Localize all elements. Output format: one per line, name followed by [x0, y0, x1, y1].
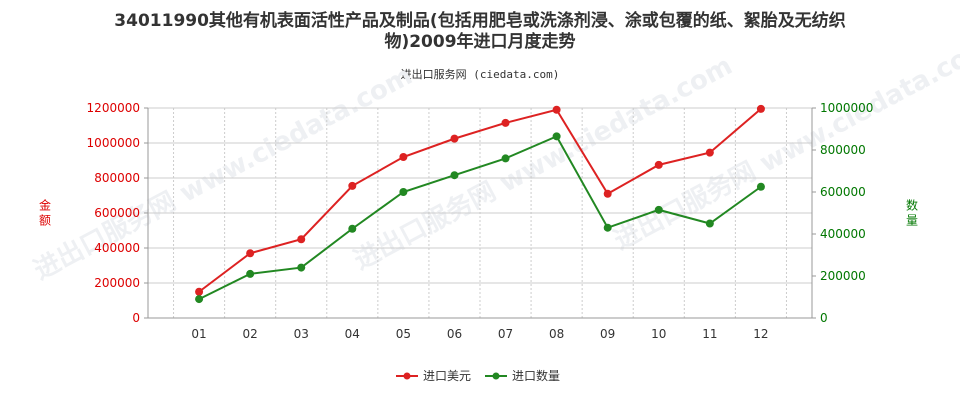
x-axis-tick-label: 05: [396, 327, 411, 341]
series-point-2: [603, 223, 612, 232]
series-point-1: [603, 189, 612, 198]
series-point-1: [552, 105, 561, 114]
right-axis-tick-label: 1000000: [820, 101, 873, 115]
right-axis-tick-label: 600000: [820, 185, 866, 199]
series-point-2: [654, 205, 663, 214]
x-axis-tick-label: 01: [191, 327, 206, 341]
x-axis-tick-label: 11: [702, 327, 717, 341]
series-point-1: [195, 287, 204, 296]
series-point-1: [246, 249, 255, 258]
series-point-2: [756, 182, 765, 191]
left-axis-title: 金额: [39, 198, 51, 228]
left-axis-tick-label: 0: [132, 311, 140, 325]
right-axis-tick-label: 200000: [820, 269, 866, 283]
left-axis-tick-label: 400000: [94, 241, 140, 255]
series-point-1: [348, 181, 357, 190]
series-point-1: [450, 134, 459, 143]
x-axis-tick-label: 02: [243, 327, 258, 341]
chart-title-line1: 34011990其他有机表面活性产品及制品(包括用肥皂或洗涤剂浸、涂或包覆的纸、…: [114, 11, 846, 31]
legend-label-1: 进口美元: [423, 369, 471, 383]
series-point-1: [297, 235, 306, 244]
chart-subtitle: 进出口服务网 (ciedata.com): [400, 68, 560, 81]
series-point-1: [756, 104, 765, 113]
left-axis-tick-label: 200000: [94, 276, 140, 290]
series-point-2: [501, 154, 510, 163]
series-point-2: [348, 224, 357, 233]
series-line-2: [198, 135, 762, 300]
x-axis-tick-label: 04: [345, 327, 360, 341]
series-point-2: [297, 263, 306, 272]
series-point-2: [399, 188, 408, 196]
legend-label-2: 进口数量: [512, 368, 560, 383]
right-axis-title: 数量: [906, 198, 918, 228]
x-axis-tick-label: 12: [753, 327, 768, 341]
right-axis-tick-label: 800000: [820, 143, 866, 157]
left-axis-tick-label: 800000: [94, 171, 140, 185]
x-axis-tick-label: 06: [447, 327, 462, 341]
series-point-2: [552, 132, 561, 141]
series-point-2: [450, 171, 459, 180]
left-axis-tick-label: 600000: [94, 206, 140, 220]
series-point-1: [399, 153, 408, 161]
left-axis-tick-label: 1000000: [87, 136, 140, 150]
x-axis-tick-label: 03: [294, 327, 309, 341]
series-point-1: [501, 118, 510, 127]
series-point-2: [705, 219, 714, 228]
x-axis-tick-label: 09: [600, 327, 615, 341]
right-axis-tick-label: 400000: [820, 227, 866, 241]
series-point-2: [195, 295, 204, 304]
series-point-1: [705, 148, 714, 157]
legend-marker-1: [403, 372, 411, 380]
x-axis-tick-label: 08: [549, 327, 564, 341]
series-line-1: [198, 108, 762, 293]
x-axis-tick-label: 10: [651, 327, 666, 341]
series-point-2: [246, 269, 255, 278]
chart-title-line2: 物)2009年进口月度走势: [384, 32, 576, 52]
series-point-1: [654, 160, 663, 169]
legend-marker-2: [492, 372, 500, 380]
right-axis-tick-label: 0: [820, 311, 828, 325]
x-axis-tick-label: 07: [498, 327, 513, 341]
left-axis-tick-label: 1200000: [87, 101, 140, 115]
